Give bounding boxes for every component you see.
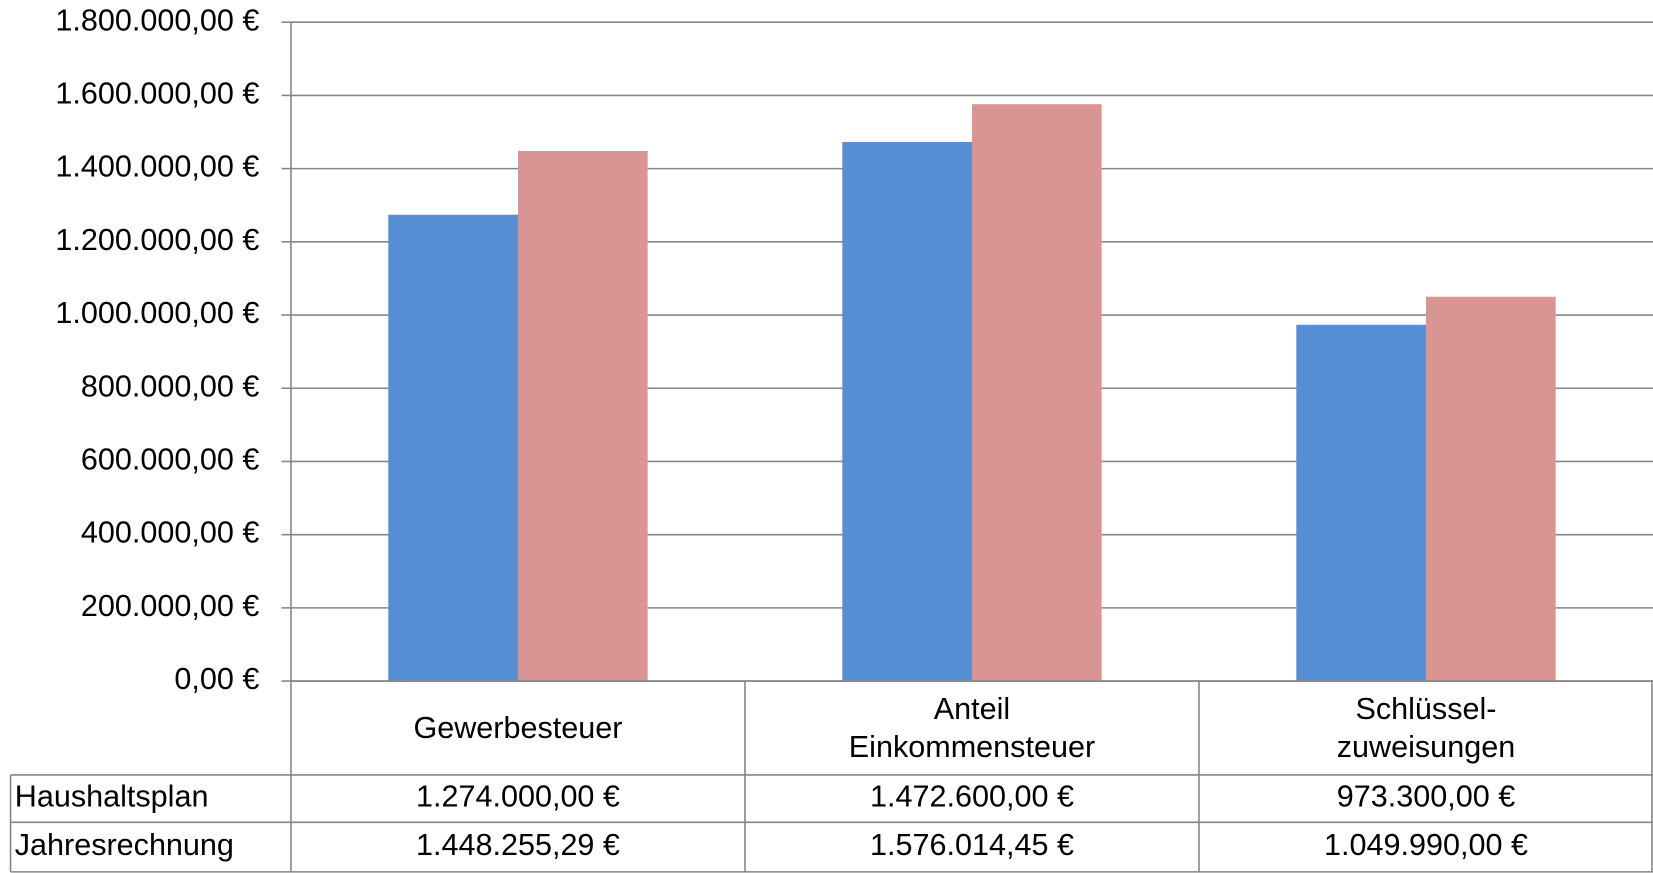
y-tick-label: 1.600.000,00 € [55, 76, 259, 110]
category-cell: Gewerbesteuer [413, 711, 623, 745]
legend-label: Haushaltsplan [15, 780, 209, 814]
y-tick-label: 1.800.000,00 € [55, 3, 259, 37]
category-cell: Schlüssel- zuweisungen [1336, 692, 1516, 764]
y-tick-label: 1.000.000,00 € [55, 296, 259, 330]
table-value: 1.472.600,00 € [870, 780, 1074, 814]
bar [971, 104, 1102, 682]
x-tick-label: Anteil Einkommensteuer [848, 692, 1096, 764]
x-tick-label: Schlüssel- zuweisungen [1336, 692, 1516, 764]
y-tick-label: 1.200.000,00 € [55, 223, 259, 257]
table-value: 1.448.255,29 € [416, 828, 620, 862]
table-value: 1.274.000,00 € [416, 780, 620, 814]
table-value: 973.300,00 € [1337, 780, 1515, 814]
y-tick-label: 800.000,00 € [81, 369, 259, 403]
y-tick-label: 600.000,00 € [81, 443, 259, 477]
table-value: 1.049.990,00 € [1324, 828, 1528, 862]
y-tick-label: 200.000,00 € [81, 589, 259, 623]
y-tick-label: 1.400.000,00 € [55, 150, 259, 184]
x-tick-label: Gewerbesteuer [413, 711, 623, 745]
y-tick-label: 0,00 € [174, 662, 259, 696]
table-value: 1.576.014,45 € [870, 828, 1074, 862]
bar [1425, 296, 1556, 682]
bar [388, 214, 518, 682]
bar [517, 150, 648, 682]
legend-label: Jahresrechnung [15, 828, 234, 862]
category-cell: Anteil Einkommensteuer [848, 692, 1096, 764]
bar [1296, 324, 1426, 682]
bar [842, 142, 972, 682]
y-tick-label: 400.000,00 € [81, 516, 259, 550]
